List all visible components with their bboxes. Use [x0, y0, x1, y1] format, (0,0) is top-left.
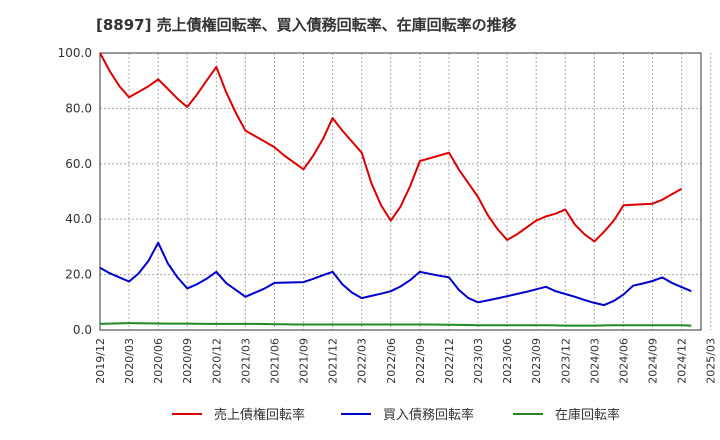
x-tick-label: 2022/09: [414, 338, 427, 384]
legend-label-3: 在庫回転率: [555, 407, 620, 423]
x-tick-label: 2020/03: [123, 338, 136, 384]
chart-title: [8897] 売上債権回転率、買入債務回転率、在庫回転率の推移: [96, 16, 517, 34]
legend-label-2: 買入債務回転率: [383, 407, 474, 423]
plot-frame: [99, 52, 702, 331]
x-tick-label: 2024/12: [676, 338, 689, 384]
legend: 売上債権回転率 買入債務回転率 在庫回転率: [172, 407, 620, 423]
x-tick-label: 2024/06: [617, 338, 630, 384]
series-line-2: [99, 241, 692, 307]
y-tick-label: 40.0: [65, 212, 92, 226]
x-tick-label: 2024/09: [647, 338, 660, 384]
series-line-1: [99, 52, 683, 243]
x-tick-label: 2021/12: [327, 338, 340, 384]
x-tick-label: 2021/09: [298, 338, 311, 384]
x-tick-label: 2023/03: [472, 338, 485, 384]
axes: [99, 52, 702, 331]
series-lines: [99, 52, 692, 327]
x-tick-label: 2019/12: [94, 338, 107, 384]
x-tick-label: 2020/12: [210, 338, 223, 384]
x-tick-label: 2023/09: [530, 338, 543, 384]
y-tick-label: 20.0: [65, 268, 92, 282]
x-tick-label: 2023/06: [501, 338, 514, 384]
x-tick-label: 2020/06: [152, 338, 165, 384]
y-tick-label: 0.0: [73, 323, 92, 337]
x-tick-label: 2020/09: [181, 338, 194, 384]
x-tick-label: 2022/12: [443, 338, 456, 384]
y-tick-label: 100.0: [58, 46, 92, 60]
legend-label-1: 売上債権回転率: [214, 407, 305, 423]
x-tick-label: 2025/03: [705, 338, 718, 384]
x-tick-label: 2021/06: [268, 338, 281, 384]
x-tick-label: 2021/03: [239, 338, 252, 384]
x-tick-label: 2024/03: [588, 338, 601, 384]
x-tick-label: 2022/03: [356, 338, 369, 384]
x-tick-label: 2023/12: [559, 338, 572, 384]
tick-labels: 0.0 20.0 40.0 60.0 80.0 100.0 2019/12 2020/03 20…: [58, 46, 718, 384]
series-line-3: [99, 322, 692, 327]
grid: [99, 52, 712, 331]
x-tick-label: 2022/06: [385, 338, 398, 384]
y-tick-label: 80.0: [65, 101, 92, 115]
y-tick-label: 60.0: [65, 157, 92, 171]
